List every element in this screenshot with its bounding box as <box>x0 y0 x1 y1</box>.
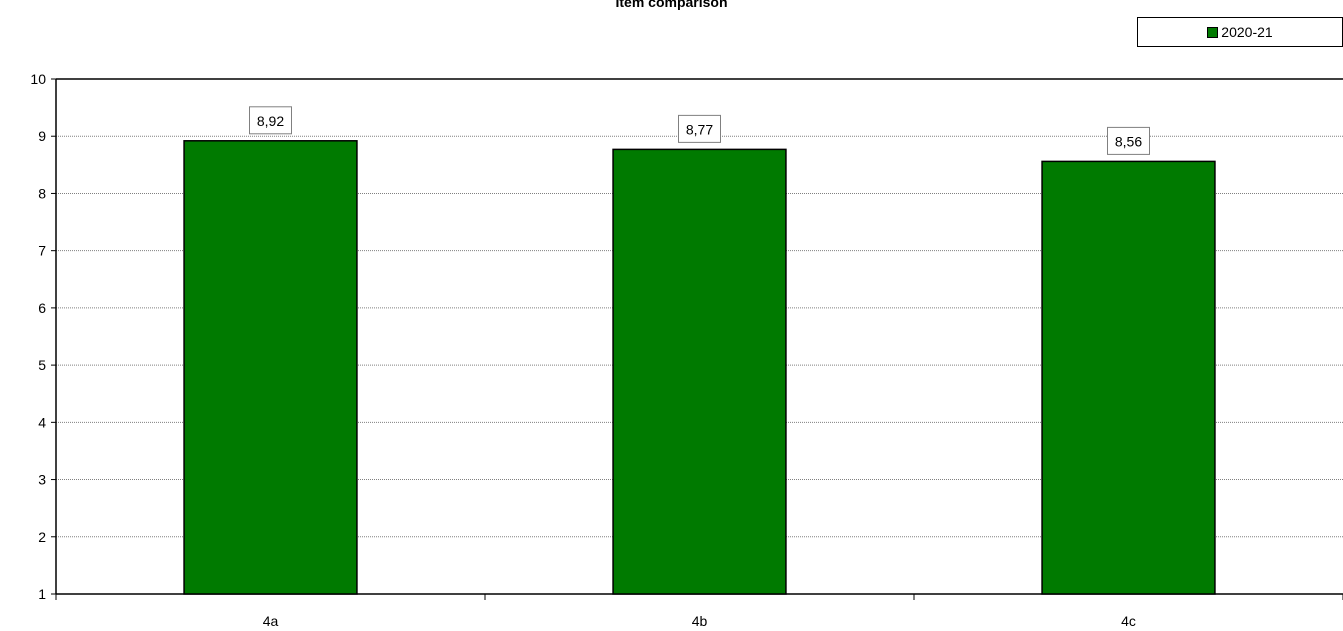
chart-title: Item comparison <box>615 0 728 10</box>
data-label: 8,77 <box>686 121 713 137</box>
y-tick-label: 10 <box>30 71 46 87</box>
y-tick-label: 9 <box>38 128 46 144</box>
data-label: 8,92 <box>257 113 284 129</box>
legend-label: 2020-21 <box>1221 24 1273 40</box>
x-tick-label: 4a <box>263 613 279 629</box>
data-label: 8,56 <box>1115 133 1142 149</box>
y-tick-label: 1 <box>38 586 46 602</box>
data-label-box <box>678 114 721 143</box>
y-tick-label: 7 <box>38 243 46 259</box>
data-label-box <box>249 106 292 135</box>
legend-swatch <box>1207 26 1219 38</box>
y-tick-label: 5 <box>38 357 46 373</box>
y-tick-label: 3 <box>38 472 46 488</box>
x-tick-label: 4c <box>1121 613 1136 629</box>
bar <box>183 140 358 595</box>
y-tick-label: 8 <box>38 185 46 201</box>
x-tick-label: 4b <box>692 613 708 629</box>
y-tick-label: 6 <box>38 300 46 316</box>
legend: 2020-21 <box>1137 17 1343 47</box>
y-tick-label: 4 <box>38 414 46 430</box>
bar <box>612 148 787 595</box>
bar <box>1041 160 1216 595</box>
y-tick-label: 2 <box>38 529 46 545</box>
data-label-box <box>1107 126 1150 155</box>
